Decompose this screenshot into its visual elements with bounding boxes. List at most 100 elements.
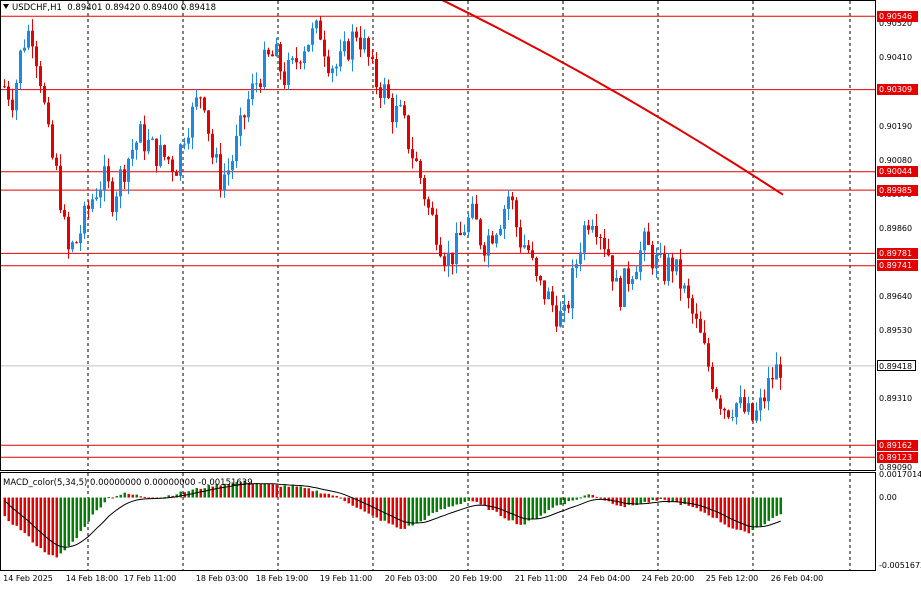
macd-bar xyxy=(27,497,30,537)
candle-bear xyxy=(403,105,406,116)
candle-bear xyxy=(703,332,706,344)
macd-tick-label: 0.00 xyxy=(879,492,897,502)
candle-bull xyxy=(71,242,74,250)
macd-bar xyxy=(571,497,574,501)
macd-bar xyxy=(223,483,226,498)
macd-bar xyxy=(311,491,314,498)
candle-bear xyxy=(211,133,214,158)
macd-bar xyxy=(699,497,702,512)
macd-bar xyxy=(315,490,318,498)
macd-bar xyxy=(39,497,42,549)
candle-bear xyxy=(419,161,422,179)
macd-bar xyxy=(247,482,250,498)
macd-bar xyxy=(775,497,778,516)
candle-bull xyxy=(127,158,130,182)
macd-bar xyxy=(495,497,498,512)
macd-bar xyxy=(347,497,350,504)
macd-bar xyxy=(123,492,126,498)
candle-bear xyxy=(691,298,694,314)
macd-bar xyxy=(451,497,454,507)
candle-bear xyxy=(267,49,270,55)
level-price-label[interactable]: 0.89985 xyxy=(877,184,918,196)
candle-bear xyxy=(155,138,158,166)
macd-bar xyxy=(335,495,338,498)
candle-bear xyxy=(171,159,174,172)
macd-bar xyxy=(623,497,626,508)
candle-bull xyxy=(239,115,242,136)
time-tick-label: 18 Feb 03:00 xyxy=(195,574,249,583)
candle-bear xyxy=(483,245,486,256)
macd-pane-border xyxy=(0,472,876,571)
candle-bear xyxy=(355,31,358,38)
symbol-header[interactable]: USDCHF,H1 0.89401 0.89420 0.89400 0.8941… xyxy=(3,3,216,13)
macd-bar xyxy=(551,497,554,508)
level-price-label[interactable]: 0.89741 xyxy=(877,260,918,272)
candle-bull xyxy=(363,38,366,50)
candle-bull xyxy=(739,397,742,404)
candle-bear xyxy=(551,291,554,306)
macd-bar xyxy=(231,482,234,498)
candle-bull xyxy=(755,410,758,421)
candle-bull xyxy=(343,41,346,52)
level-price-label[interactable]: 0.89781 xyxy=(877,247,918,259)
macd-bar xyxy=(511,497,514,521)
macd-bar xyxy=(375,497,378,518)
candle-bear xyxy=(271,54,274,57)
candle-bear xyxy=(279,44,282,72)
level-price-label[interactable]: 0.90309 xyxy=(877,84,918,96)
candle-bull xyxy=(767,378,770,402)
macd-bar xyxy=(627,497,630,505)
macd-bar xyxy=(755,497,758,528)
candle-bull xyxy=(639,250,642,272)
horizontal-levels[interactable] xyxy=(1,15,875,458)
price-tick-label: 0.89860 xyxy=(879,223,913,233)
macd-bar xyxy=(639,497,642,504)
candle-bull xyxy=(631,279,634,285)
candle-bear xyxy=(411,149,414,159)
chevron-down-icon[interactable] xyxy=(3,4,9,9)
macd-bar xyxy=(411,497,414,526)
macd-bar xyxy=(47,497,50,555)
macd-bar xyxy=(35,497,38,547)
macd-bar xyxy=(111,497,114,499)
macd-bar xyxy=(303,488,306,498)
macd-bar xyxy=(723,497,726,525)
candle-bear xyxy=(431,207,434,215)
macd-bar xyxy=(575,497,578,500)
candle-bear xyxy=(219,154,222,190)
candle-bear xyxy=(347,41,350,60)
macd-bar xyxy=(87,497,90,522)
candle-bear xyxy=(435,214,438,245)
candle-bull xyxy=(103,166,106,191)
macd-bar xyxy=(331,495,334,498)
candle-bull xyxy=(335,66,338,69)
candle-bear xyxy=(407,115,410,150)
level-price-label[interactable]: 0.89123 xyxy=(877,451,918,463)
candle-bear xyxy=(323,39,326,57)
candle-bear xyxy=(107,166,110,182)
candle-bull xyxy=(683,285,686,289)
macd-bar xyxy=(115,496,118,498)
level-price-label[interactable]: 0.89162 xyxy=(877,439,918,451)
candle-bear xyxy=(59,165,62,211)
macd-bar xyxy=(19,497,22,531)
level-price-label[interactable]: 0.90044 xyxy=(877,166,918,178)
candle-bear xyxy=(319,20,322,40)
macd-bar xyxy=(695,497,698,509)
candle-bear xyxy=(707,343,710,367)
time-tick-label: 17 Feb 11:00 xyxy=(123,574,177,583)
moving-average xyxy=(439,0,784,196)
macd-bar xyxy=(355,497,358,508)
candle-bear xyxy=(671,257,674,272)
macd-bar xyxy=(711,497,714,518)
macd-bar xyxy=(211,486,214,498)
macd-bar xyxy=(283,485,286,498)
macd-bar xyxy=(151,497,154,499)
candle-bear xyxy=(611,255,614,282)
candle-bull xyxy=(287,59,290,85)
candle-bear xyxy=(327,56,330,74)
macd-bar xyxy=(635,497,638,506)
level-price-label[interactable]: 0.90546 xyxy=(877,10,918,22)
candle-bull xyxy=(399,105,402,107)
